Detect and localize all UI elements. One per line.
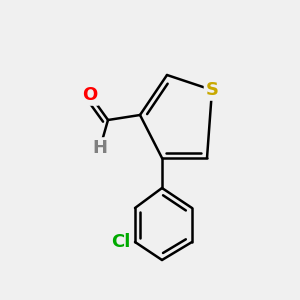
- Text: O: O: [82, 86, 98, 104]
- Text: Cl: Cl: [112, 233, 131, 251]
- Text: S: S: [206, 81, 218, 99]
- Text: H: H: [92, 139, 107, 157]
